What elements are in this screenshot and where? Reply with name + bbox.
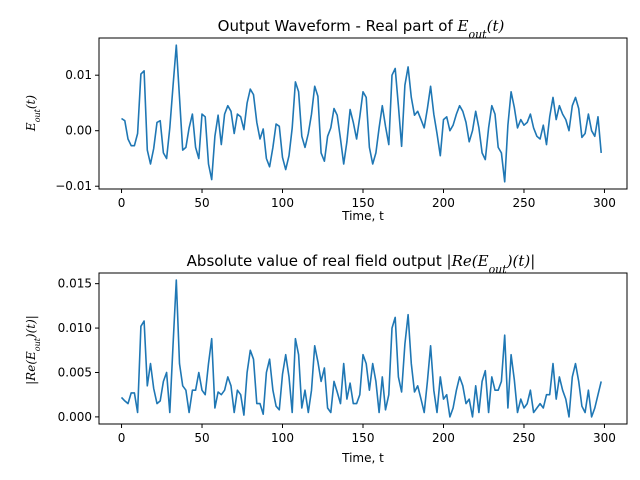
x-tick-label: 200	[432, 431, 455, 445]
x-axis-label: Time, t	[341, 451, 384, 465]
y-axis-label: |Re(Eout)(t)|	[24, 315, 42, 385]
x-tick-label: 250	[513, 431, 536, 445]
plot-area-frame	[98, 37, 628, 190]
x-tick-label: 50	[194, 196, 209, 210]
x-tick-label: 300	[593, 431, 616, 445]
y-tick-label: 0.005	[58, 365, 92, 379]
y-ticks: −0.01 0.00 0.01	[55, 68, 99, 193]
x-axis-label: Time, t	[341, 209, 384, 223]
y-tick-label: −0.01	[55, 179, 92, 193]
y-tick-label: 0.01	[65, 68, 92, 82]
x-tick-label: 0	[118, 431, 126, 445]
x-tick-label: 100	[271, 431, 294, 445]
x-tick-label: 100	[271, 196, 294, 210]
chart-title: Output Waveform - Real part of Eout(t)	[218, 17, 505, 41]
series-line	[120, 279, 602, 418]
x-tick-label: 150	[352, 196, 375, 210]
y-tick-label: 0.000	[58, 410, 92, 424]
y-tick-label: 0.010	[58, 321, 92, 335]
x-tick-label: 50	[194, 431, 209, 445]
x-tick-label: 250	[513, 196, 536, 210]
y-ticks: 0.000 0.005 0.010 0.015	[58, 277, 99, 424]
x-ticks: 0 50 100 150 200 250 300	[118, 424, 616, 445]
y-tick-label: 0.00	[65, 124, 92, 138]
x-tick-label: 150	[352, 431, 375, 445]
y-axis-label: Eout(t)	[24, 95, 42, 132]
x-tick-label: 200	[432, 196, 455, 210]
x-ticks: 0 50 100 150 200 250 300	[118, 189, 616, 210]
series-line	[121, 44, 602, 183]
y-tick-label: 0.015	[58, 277, 92, 291]
chart-title: Absolute value of real field output |Re(…	[187, 252, 536, 276]
chart-top: Output Waveform - Real part of Eout(t) 0…	[24, 17, 628, 223]
x-tick-label: 300	[593, 196, 616, 210]
x-tick-label: 0	[118, 196, 126, 210]
chart-bottom: Absolute value of real field output |Re(…	[24, 252, 628, 465]
